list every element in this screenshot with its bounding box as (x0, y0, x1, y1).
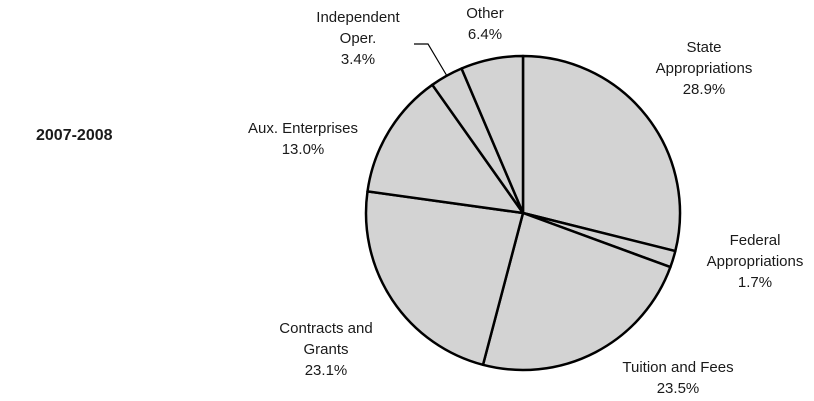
slice-label-3: Contracts and Grants 23.1% (279, 320, 372, 379)
leader-lines (414, 43, 448, 77)
slice-name-label: Grants (303, 341, 348, 358)
slice-name-label: Appropriations (656, 60, 753, 77)
slice-label-1: Federal Appropriations 1.7% (707, 232, 804, 291)
slice-name-label: Oper. (340, 30, 377, 47)
slice-name-label: Other (466, 5, 504, 22)
slice-name-label: Aux. Enterprises (248, 120, 358, 137)
chart-title: 2007-2008 (36, 127, 113, 144)
slice-name-label: Contracts and (279, 320, 372, 337)
slice-value-label: 6.4% (468, 26, 502, 43)
slice-label-6: Other 6.4% (466, 5, 504, 43)
slice-value-label: 23.1% (305, 362, 348, 379)
slice-label-4: Aux. Enterprises 13.0% (248, 120, 358, 158)
pie-slices (364, 54, 682, 372)
pie-slice-4 (366, 83, 525, 215)
slice-name-label: Appropriations (707, 253, 804, 270)
pie-slice-2 (481, 211, 672, 372)
pie-slice-3 (364, 190, 525, 367)
slice-value-label: 3.4% (341, 51, 375, 68)
slice-name-label: Independent (316, 9, 400, 26)
slice-value-label: 13.0% (282, 141, 325, 158)
slice-labels: State Appropriations 28.9% Federal Appropria… (248, 5, 803, 397)
pie-slice-6 (460, 54, 525, 215)
slice-value-label: 28.9% (683, 81, 726, 98)
slice-value-label: 1.7% (738, 274, 772, 291)
slice-label-2: Tuition and Fees 23.5% (622, 359, 733, 397)
slice-name-label: Tuition and Fees (622, 359, 733, 376)
slice-label-0: State Appropriations 28.9% (656, 39, 753, 98)
slice-name-label: Federal (730, 232, 781, 249)
slice-value-label: 23.5% (657, 380, 700, 397)
leader-line-independent-oper (414, 43, 448, 77)
slice-label-5: Independent Oper. 3.4% (316, 9, 400, 68)
slice-name-label: State (686, 39, 721, 56)
pie-slice-0 (521, 54, 682, 253)
